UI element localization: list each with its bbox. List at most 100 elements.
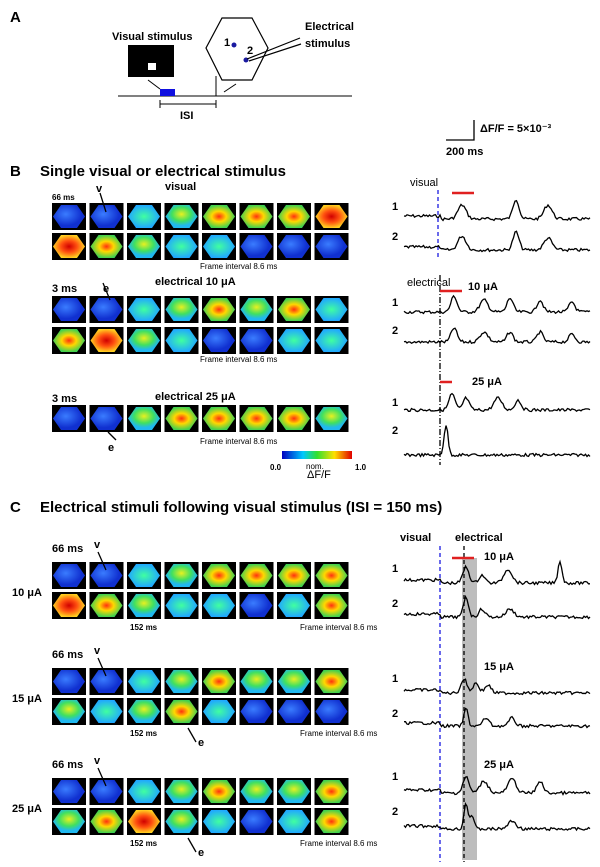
intensity: 25 μA — [484, 759, 514, 771]
time-label: 66 ms — [52, 649, 83, 661]
frame-image — [203, 780, 235, 803]
frame-image — [278, 298, 310, 321]
frame-image — [90, 780, 123, 803]
frame-interval: Frame interval 8.6 ms — [200, 355, 277, 364]
frame-image — [165, 329, 198, 352]
frame-image — [165, 594, 198, 617]
label: ISI — [180, 110, 193, 122]
frame-image — [203, 810, 235, 833]
label: Electrical — [305, 21, 354, 33]
frame-image — [53, 298, 85, 321]
site-label: 2 — [247, 45, 253, 57]
frame-image — [315, 780, 348, 803]
time-label: 66 ms — [52, 543, 83, 555]
condition: electrical 10 μA — [155, 276, 236, 288]
scale-label: ΔF/F = 5×10⁻³ — [480, 123, 552, 135]
intensity: 10 μA — [468, 281, 498, 293]
frame-image — [165, 700, 198, 723]
frame-image — [128, 564, 160, 587]
frame-image — [165, 670, 198, 693]
time-label: 3 ms — [52, 393, 77, 405]
frame-image — [90, 298, 123, 321]
frame-image — [240, 205, 273, 228]
intensity: 10 μA — [12, 587, 42, 599]
frame-image — [165, 205, 198, 228]
trace-label: 2 — [392, 231, 398, 243]
trace — [403, 559, 590, 586]
frame-image — [53, 810, 85, 833]
intensity: 15 μA — [12, 693, 42, 705]
frame-image — [203, 594, 235, 617]
frame-interval: Frame interval 8.6 ms — [300, 623, 377, 632]
frame-image — [128, 235, 160, 258]
frame-image — [240, 235, 273, 258]
frame-image — [53, 235, 85, 258]
frame-image — [128, 298, 160, 321]
intensity: 25 μA — [472, 376, 502, 388]
frame-image — [240, 594, 273, 617]
frame-image — [315, 329, 348, 352]
marker: v — [94, 755, 101, 767]
frame-image — [90, 235, 123, 258]
label: Visual stimulus — [112, 31, 193, 43]
cortex-outline — [205, 17, 269, 81]
intensity: 25 μA — [12, 803, 42, 815]
scale-label: 200 ms — [446, 146, 483, 158]
frame-image — [165, 810, 198, 833]
frame-image — [128, 205, 160, 228]
trace — [403, 801, 591, 832]
frame-image — [128, 329, 160, 352]
trace-label: 2 — [392, 708, 398, 720]
panel-title: Single visual or electrical stimulus — [40, 163, 286, 180]
frame-image — [165, 407, 198, 430]
frame-image — [90, 700, 123, 723]
frame-image — [203, 700, 235, 723]
trace-label: 2 — [392, 325, 398, 337]
condition: visual — [165, 181, 196, 193]
trace — [403, 775, 591, 796]
frame-image — [203, 298, 235, 321]
trace-label: 1 — [392, 673, 398, 685]
arrow — [107, 431, 117, 441]
frame-image — [315, 594, 348, 617]
trace-label: 1 — [392, 201, 398, 213]
colorbar-min: 0.0 — [270, 463, 282, 472]
frame-image — [240, 670, 273, 693]
panel-title: Electrical stimuli following visual stim… — [40, 499, 442, 516]
time-label: 3 ms — [52, 283, 77, 295]
frame-image — [53, 670, 85, 693]
electrode — [248, 43, 302, 62]
delay: 152 ms — [130, 839, 158, 848]
stimulus-patch — [148, 63, 156, 70]
marker: v — [94, 645, 101, 657]
marker: v — [96, 183, 103, 195]
arrow — [187, 837, 197, 853]
frame-image — [53, 329, 85, 352]
electrode — [246, 37, 301, 60]
frame-image — [203, 329, 235, 352]
frame-image — [278, 235, 310, 258]
frame-image — [165, 564, 198, 587]
trace-label: 1 — [392, 397, 398, 409]
arrow — [147, 79, 161, 90]
trace — [403, 425, 591, 458]
frame-image — [278, 810, 310, 833]
arrow — [97, 657, 107, 677]
frame-image — [278, 780, 310, 803]
frame-image — [128, 594, 160, 617]
trace-label: 1 — [392, 563, 398, 575]
frame-image — [278, 700, 310, 723]
frame-image — [315, 670, 348, 693]
colorbar-max: 1.0 — [355, 463, 367, 472]
colorbar-label: nom. — [306, 462, 324, 471]
frame-image — [165, 298, 198, 321]
arrow — [102, 282, 111, 301]
frame-image — [53, 564, 85, 587]
panel-label: C — [10, 499, 21, 516]
frame-image — [315, 564, 348, 587]
frame-image — [128, 407, 160, 430]
marker: e — [198, 737, 204, 749]
frame-image — [90, 810, 123, 833]
frame-image — [240, 329, 273, 352]
trace — [403, 230, 591, 253]
